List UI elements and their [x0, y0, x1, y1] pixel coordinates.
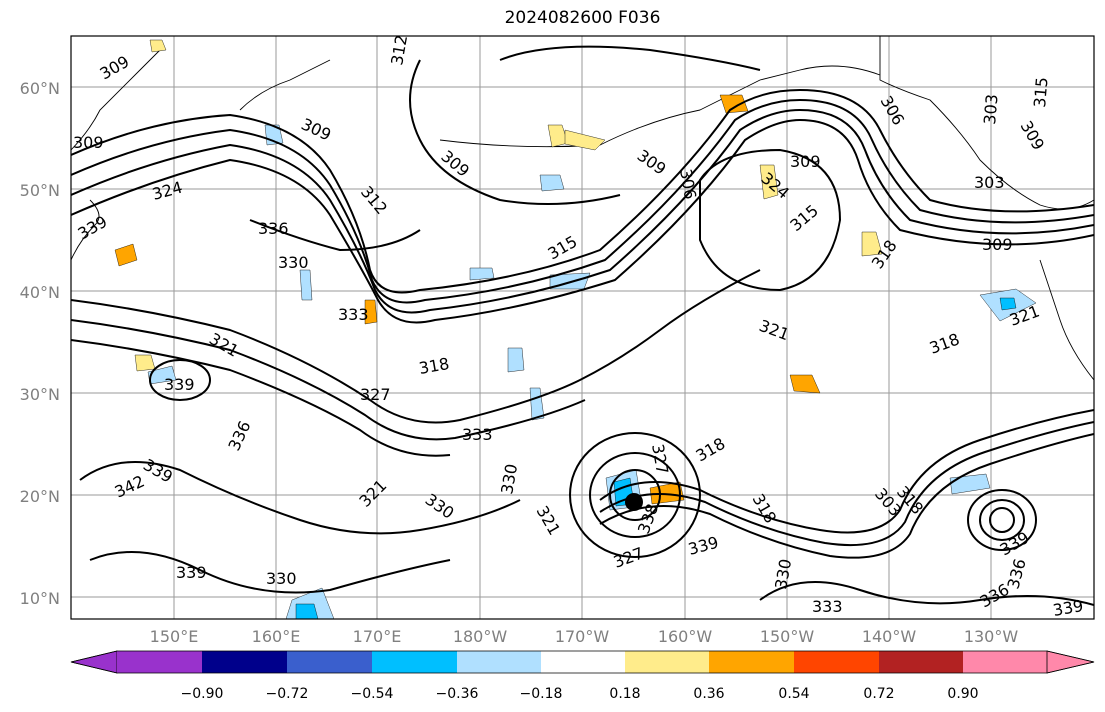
colorbar-segment [794, 651, 879, 673]
lat-label: 20°N [20, 487, 60, 506]
colorbar-segment [541, 651, 625, 673]
colorbar-segment [70, 650, 118, 674]
contour-label: 309 [790, 152, 821, 171]
colorbar-segment [879, 651, 963, 673]
colorbar-tick: 0.36 [693, 686, 724, 702]
colorbar-segment [202, 651, 287, 673]
shaded-patches [114, 39, 1037, 619]
plot-frame [70, 35, 1095, 620]
contour-label: 330 [278, 253, 309, 272]
lat-label: 50°N [20, 181, 60, 200]
contour-label: 327 [360, 385, 391, 404]
coastlines [71, 36, 1094, 381]
lon-label: 150°E [150, 627, 199, 646]
lat-label: 10°N [20, 589, 60, 608]
contour-label: 339 [176, 563, 207, 582]
colorbar-segment [457, 651, 541, 673]
colorbar-tick: 0.72 [863, 686, 894, 702]
cyclone-marker [625, 493, 643, 511]
lon-label: 170°E [353, 627, 402, 646]
contour-label: 336 [258, 219, 289, 238]
lon-label: 170°W [555, 627, 610, 646]
colorbar-segment [372, 651, 457, 673]
colorbar-tick: −0.54 [351, 686, 394, 702]
lon-label: 140°W [862, 627, 917, 646]
colorbar-segment [709, 651, 794, 673]
colorbar-segment [625, 651, 709, 673]
colorbar-segment [963, 651, 1047, 673]
lon-label: 180°W [453, 627, 508, 646]
colorbar: −0.90 −0.72 −0.54 −0.36 −0.18 0.18 0.36 … [70, 650, 1095, 702]
colorbar-tick: −0.18 [520, 686, 563, 702]
lat-label: 40°N [20, 283, 60, 302]
contour-label: 309 [73, 133, 104, 152]
lon-label: 130°W [964, 627, 1019, 646]
colorbar-tick: −0.90 [181, 686, 224, 702]
colorbar-tick: 0.90 [947, 686, 978, 702]
contour-label: 333 [338, 305, 369, 324]
gridlines [71, 36, 1094, 619]
colorbar-tick: 0.54 [778, 686, 809, 702]
contour-label: 333 [462, 425, 493, 444]
contour-lines [71, 45, 1094, 606]
colorbar-tick: −0.36 [436, 686, 479, 702]
colorbar-segment [1046, 650, 1095, 674]
contour-labels: 309 309 309 309 309 309 312 312 306 306 … [73, 33, 1085, 620]
colorbar-segment [117, 651, 202, 673]
lon-label: 160°W [658, 627, 713, 646]
contour-label: 339 [164, 375, 195, 394]
contour-label: 309 [982, 235, 1013, 254]
lon-label: 160°E [252, 627, 301, 646]
lat-label: 30°N [20, 385, 60, 404]
lon-label: 150°W [760, 627, 815, 646]
colorbar-tick: 0.18 [609, 686, 640, 702]
colorbar-segment [287, 651, 372, 673]
contour-label: 303 [974, 173, 1005, 192]
contour-label: 330 [266, 569, 297, 588]
map-title: 2024082600 F036 [504, 8, 661, 28]
contour-label: 315 [1030, 76, 1052, 108]
contour-label: 303 [980, 93, 1002, 125]
lat-label: 60°N [20, 79, 60, 98]
colorbar-tick: −0.72 [266, 686, 309, 702]
contour-label: 333 [812, 597, 843, 616]
